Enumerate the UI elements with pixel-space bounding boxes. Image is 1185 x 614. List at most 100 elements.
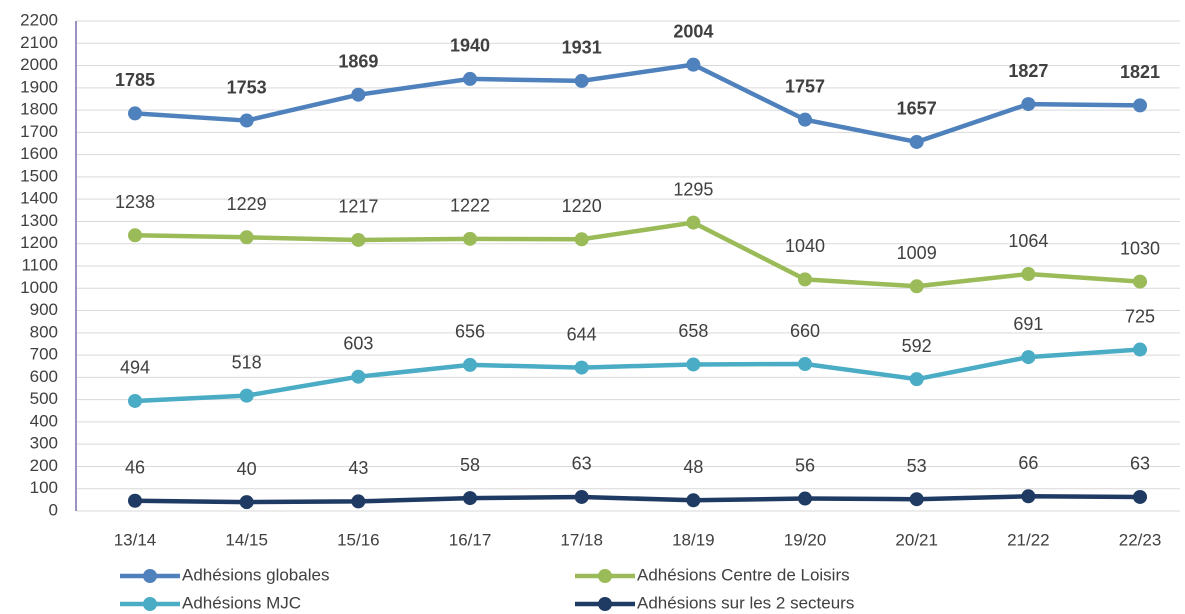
- point: [575, 361, 589, 375]
- data-label: 592: [902, 336, 932, 356]
- point: [798, 492, 812, 506]
- data-label: 58: [460, 455, 480, 475]
- point: [910, 135, 924, 149]
- point: [798, 357, 812, 371]
- point: [910, 492, 924, 506]
- data-label: 518: [232, 352, 262, 372]
- x-tick-label: 20/21: [895, 530, 938, 549]
- series-line: [135, 496, 1140, 502]
- y-tick-label: 100: [30, 478, 58, 497]
- data-label: 1220: [562, 196, 602, 216]
- y-tick-label: 2200: [20, 10, 58, 29]
- x-tick-label: 13/14: [114, 530, 157, 549]
- data-label: 494: [120, 358, 150, 378]
- data-label: 2004: [673, 21, 713, 41]
- point: [463, 232, 477, 246]
- x-tick-label: 19/20: [784, 530, 827, 549]
- point: [240, 389, 254, 403]
- data-label: 40: [237, 459, 257, 479]
- data-label: 1757: [785, 76, 825, 96]
- point: [575, 490, 589, 504]
- data-label: 1753: [227, 77, 267, 97]
- data-label: 1785: [115, 70, 155, 90]
- point: [910, 279, 924, 293]
- y-tick-label: 600: [30, 367, 58, 386]
- y-tick-label: 900: [30, 300, 58, 319]
- point: [1133, 275, 1147, 289]
- y-tick-label: 1300: [20, 211, 58, 230]
- data-label: 46: [125, 458, 145, 478]
- point: [463, 491, 477, 505]
- data-label: 48: [683, 457, 703, 477]
- legend-marker: [143, 597, 157, 611]
- y-tick-label: 800: [30, 322, 58, 341]
- point: [686, 493, 700, 507]
- point: [463, 72, 477, 86]
- data-label: 644: [567, 324, 597, 344]
- y-tick-label: 1500: [20, 166, 58, 185]
- point: [1021, 97, 1035, 111]
- y-tick-label: 1100: [21, 255, 58, 274]
- y-tick-label: 1900: [20, 77, 58, 96]
- data-label: 1030: [1120, 238, 1160, 258]
- point: [128, 106, 142, 120]
- point: [351, 233, 365, 247]
- point: [1133, 343, 1147, 357]
- y-tick-label: 1400: [20, 189, 58, 208]
- y-tick-label: 200: [30, 456, 58, 475]
- data-label: 1869: [338, 51, 378, 71]
- point: [575, 74, 589, 88]
- x-tick-label: 16/17: [449, 530, 492, 549]
- data-label: 63: [1130, 454, 1150, 474]
- y-tick-label: 1000: [20, 278, 58, 297]
- data-label: 1217: [338, 197, 378, 217]
- point: [240, 495, 254, 509]
- chart: 0 100 200 300 400 500 600 700 800 900 1000 1100 1200…: [0, 0, 1185, 614]
- data-label: 1295: [673, 179, 713, 199]
- y-tick-label: 1700: [20, 122, 58, 141]
- x-tick-label: 21/22: [1007, 530, 1050, 549]
- y-tick-label: 300: [30, 434, 58, 453]
- data-label: 660: [790, 321, 820, 341]
- data-label: 1827: [1008, 61, 1048, 81]
- y-tick-label: 400: [30, 411, 58, 430]
- point: [128, 394, 142, 408]
- y-tick-label: 1200: [20, 233, 58, 252]
- point: [686, 58, 700, 72]
- y-tick-label: 0: [49, 500, 58, 519]
- data-label: 603: [343, 333, 373, 353]
- data-label: 1064: [1008, 231, 1048, 251]
- point: [128, 494, 142, 508]
- series-line: [135, 223, 1140, 287]
- x-tick-label: 22/23: [1119, 530, 1162, 549]
- point: [1021, 267, 1035, 281]
- data-label: 1222: [450, 196, 490, 216]
- data-label: 658: [678, 321, 708, 341]
- point: [351, 494, 365, 508]
- point: [798, 272, 812, 286]
- point: [463, 358, 477, 372]
- series-line: [135, 350, 1140, 401]
- point: [1133, 490, 1147, 504]
- x-tick-label: 15/16: [337, 530, 380, 549]
- point: [128, 228, 142, 242]
- data-label: 1229: [227, 194, 267, 214]
- legend-marker: [598, 569, 612, 583]
- data-label: 1940: [450, 36, 490, 56]
- y-tick-label: 700: [30, 345, 58, 364]
- point: [351, 370, 365, 384]
- point: [575, 232, 589, 246]
- point: [1021, 489, 1035, 503]
- x-tick-label: 18/19: [672, 530, 715, 549]
- data-label: 1040: [785, 236, 825, 256]
- point: [910, 372, 924, 386]
- y-tick-label: 2100: [20, 33, 58, 52]
- data-label: 66: [1018, 453, 1038, 473]
- point: [1133, 98, 1147, 112]
- y-tick-label: 500: [30, 389, 58, 408]
- legend-label: Adhésions globales: [182, 565, 329, 584]
- point: [1021, 350, 1035, 364]
- data-label: 56: [795, 455, 815, 475]
- data-label: 1009: [897, 243, 937, 263]
- legend-marker: [598, 597, 612, 611]
